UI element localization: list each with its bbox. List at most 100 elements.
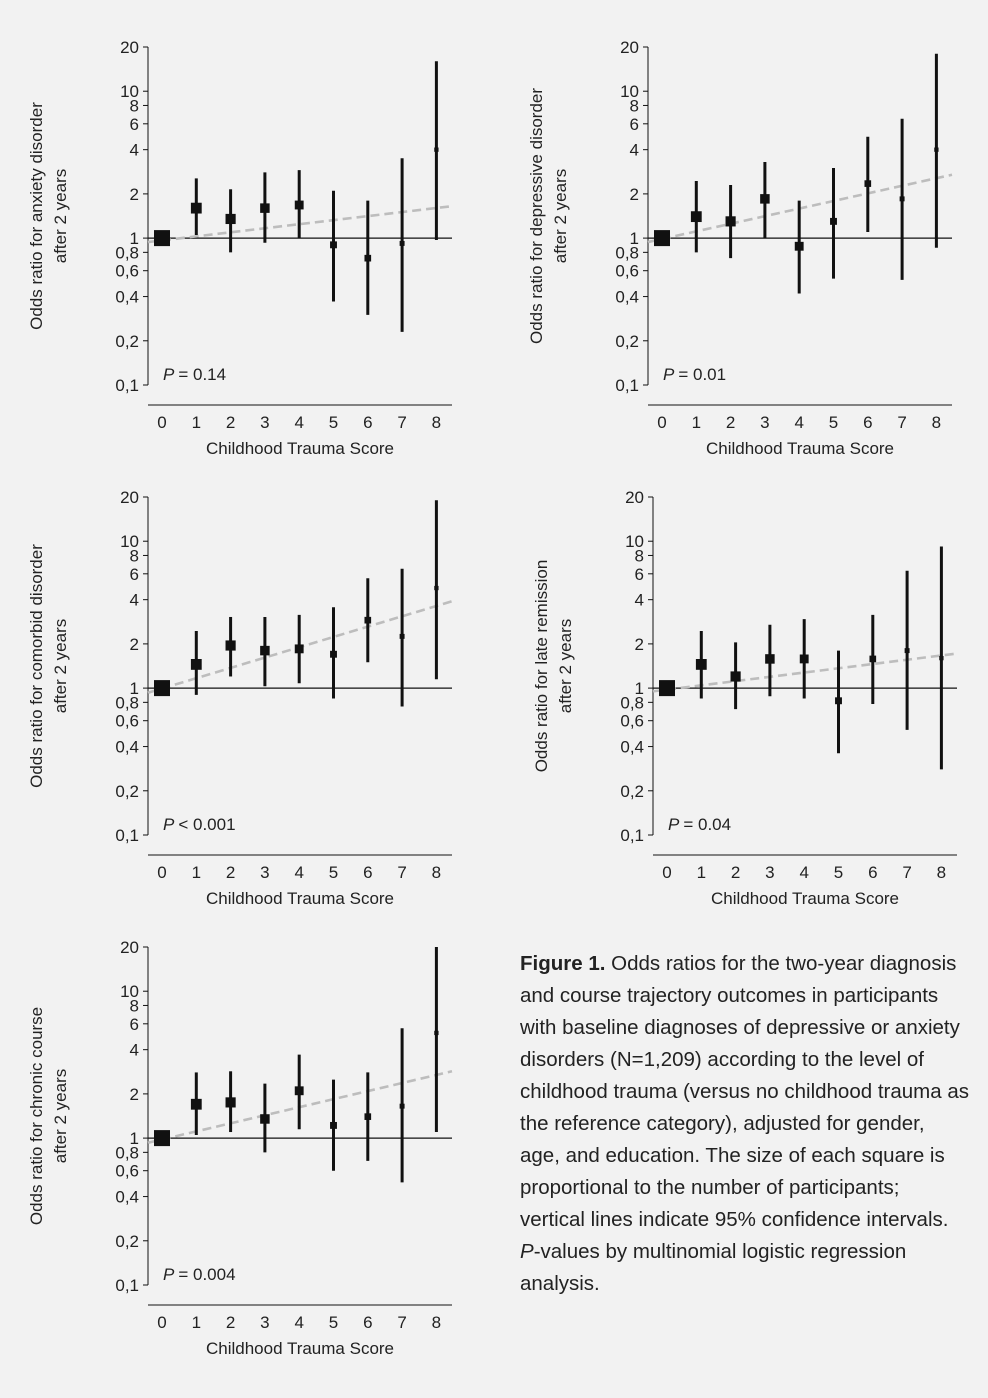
odds-ratio-point [695, 659, 707, 670]
x-tick-label: 7 [397, 413, 406, 432]
p-value-label: P = 0.004 [163, 1265, 236, 1284]
x-tick-label: 3 [765, 863, 774, 882]
y-tick-label: 4 [130, 141, 139, 160]
y-tick-label: 0,6 [615, 262, 639, 281]
odds-ratio-point [364, 1113, 372, 1120]
x-tick-label: 3 [260, 863, 269, 882]
y-tick-label: 20 [120, 488, 139, 507]
p-value-text: = 0.01 [678, 365, 726, 384]
x-tick-label: 7 [897, 413, 906, 432]
x-tick-label: 4 [799, 863, 808, 882]
y-tick-label: 0,8 [115, 1143, 139, 1162]
x-tick-label: 6 [363, 413, 372, 432]
x-axis-title: Childhood Trauma Score [206, 439, 394, 458]
p-value-letter: P [668, 815, 680, 834]
x-tick-label: 6 [863, 413, 872, 432]
y-tick-label: 4 [635, 591, 644, 610]
odds-ratio-point [330, 650, 337, 658]
y-axis-title: Odds ratio for late remission [532, 560, 551, 773]
x-tick-label: 2 [226, 1313, 235, 1332]
x-axis-title: Childhood Trauma Score [711, 889, 899, 908]
y-axis-title: Odds ratio for depressive disorder [527, 88, 546, 344]
odds-ratio-point [864, 180, 872, 187]
caption-text: Odds ratios for the two-year diagnosis a… [520, 952, 969, 1231]
odds-ratio-point [899, 196, 905, 202]
y-tick-label: 2 [630, 185, 639, 204]
y-tick-label: 20 [620, 38, 639, 57]
x-tick-label: 0 [157, 413, 166, 432]
odds-ratio-point [434, 585, 439, 591]
y-tick-label: 8 [130, 96, 139, 115]
p-value-letter: P [163, 365, 175, 384]
x-tick-label: 1 [192, 1313, 201, 1332]
y-tick-label: 0,2 [620, 782, 644, 801]
y-tick-label: 2 [130, 1085, 139, 1104]
p-value-letter: P [663, 365, 675, 384]
odds-ratio-point [154, 230, 170, 247]
p-value-label: P = 0.04 [668, 815, 731, 834]
y-tick-label: 0,1 [115, 376, 139, 395]
odds-ratio-point [760, 194, 770, 204]
x-axis-title: Childhood Trauma Score [206, 889, 394, 908]
y-tick-label: 10 [625, 532, 644, 551]
p-value-text: = 0.04 [683, 815, 731, 834]
odds-ratio-point [904, 648, 910, 654]
y-tick-label: 8 [630, 96, 639, 115]
y-tick-label: 0,2 [115, 782, 139, 801]
x-tick-label: 3 [260, 413, 269, 432]
x-tick-label: 7 [397, 863, 406, 882]
p-value-letter: P [163, 1265, 175, 1284]
y-tick-label: 0,8 [115, 243, 139, 262]
caption-text-end: -values by multinomial logistic regressi… [520, 1240, 907, 1295]
odds-ratio-point [260, 203, 270, 213]
y-tick-label: 0,6 [115, 1162, 139, 1181]
x-tick-label: 5 [834, 863, 843, 882]
y-tick-label: 10 [120, 532, 139, 551]
odds-ratio-point [765, 654, 775, 664]
y-axis-title: after 2 years [51, 1069, 70, 1164]
x-tick-label: 1 [192, 863, 201, 882]
x-tick-label: 1 [192, 413, 201, 432]
y-tick-label: 1 [635, 679, 644, 698]
y-tick-label: 6 [635, 565, 644, 584]
x-tick-label: 8 [432, 413, 441, 432]
odds-ratio-point [730, 671, 741, 682]
p-value-text: < 0.001 [178, 815, 235, 834]
y-tick-label: 10 [120, 982, 139, 1001]
x-tick-label: 4 [294, 1313, 303, 1332]
x-tick-label: 7 [902, 863, 911, 882]
odds-ratio-point [294, 1086, 304, 1096]
p-value-text: = 0.14 [178, 365, 226, 384]
odds-ratio-point [939, 655, 944, 661]
x-tick-label: 5 [329, 863, 338, 882]
caption-p-letter: P [520, 1240, 534, 1263]
y-tick-label: 10 [120, 82, 139, 101]
x-tick-label: 5 [829, 413, 838, 432]
x-tick-label: 8 [432, 863, 441, 882]
y-tick-label: 1 [130, 1129, 139, 1148]
x-tick-label: 6 [363, 1313, 372, 1332]
y-tick-label: 2 [635, 635, 644, 654]
x-tick-label: 0 [157, 863, 166, 882]
y-tick-label: 1 [130, 679, 139, 698]
y-tick-label: 0,2 [115, 332, 139, 351]
y-tick-label: 0,4 [115, 1188, 139, 1207]
y-tick-label: 0,4 [620, 738, 644, 757]
odds-ratio-point [399, 240, 405, 246]
odds-ratio-point [434, 1030, 439, 1036]
y-tick-label: 0,6 [115, 712, 139, 731]
x-tick-label: 7 [397, 1313, 406, 1332]
p-value-text: = 0.004 [178, 1265, 235, 1284]
y-tick-label: 4 [130, 1041, 139, 1060]
odds-ratio-point [434, 147, 439, 152]
x-tick-label: 2 [726, 413, 735, 432]
y-axis-title: after 2 years [551, 169, 570, 264]
y-tick-label: 10 [620, 82, 639, 101]
odds-ratio-point [364, 616, 372, 624]
y-tick-label: 2 [130, 185, 139, 204]
